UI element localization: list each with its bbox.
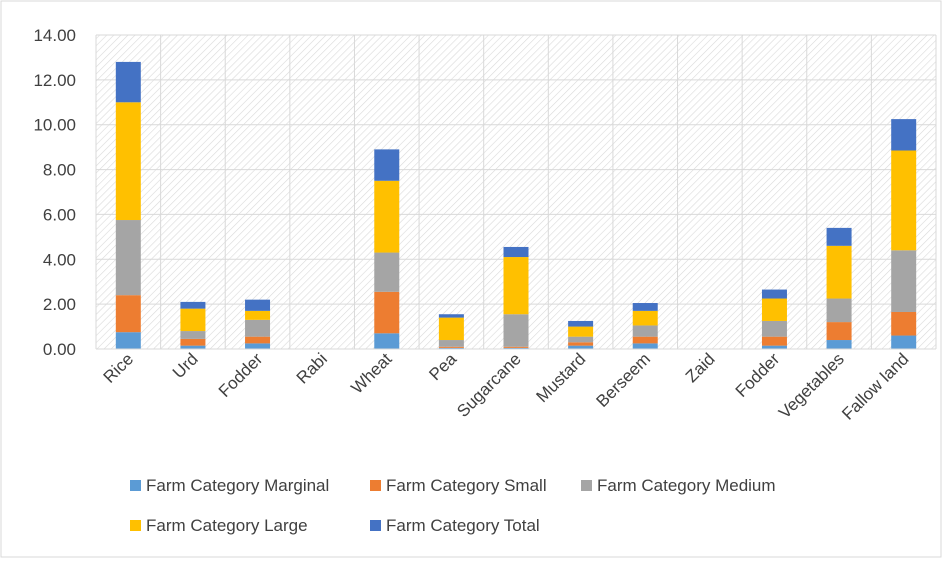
bar-segment-farm-category-total-fodder (761, 289, 787, 299)
legend-label: Farm Category Large (146, 516, 308, 535)
bar-segment-farm-category-total-vegetables (826, 227, 852, 246)
bar-segment-farm-category-marginal-vegetables (826, 340, 852, 349)
legend-label: Farm Category Total (386, 516, 540, 535)
bar-segment-farm-category-total-sugarcane (503, 246, 529, 258)
bar-segment-farm-category-medium-urd (180, 331, 206, 339)
bar-segment-farm-category-marginal-fodder (245, 343, 271, 349)
bar-segment-farm-category-large-berseem (632, 310, 658, 326)
legend: Farm Category Marginal Farm Category Smal… (130, 476, 776, 535)
bar-segment-farm-category-small-mustard (568, 342, 594, 346)
y-tick-label: 2.00 (43, 295, 76, 314)
bar-segment-farm-category-total-mustard (568, 320, 594, 327)
bar-segment-farm-category-large-sugarcane (503, 257, 529, 315)
bar-segment-farm-category-large-vegetables (826, 245, 852, 299)
gridlines (95, 34, 937, 350)
bar-segment-farm-category-small-pea (438, 346, 464, 348)
bar-segment-farm-category-large-wheat (374, 180, 400, 253)
legend-swatch (370, 480, 381, 491)
y-tick-label: 8.00 (43, 161, 76, 180)
y-tick-label: 4.00 (43, 250, 76, 269)
bar-segment-farm-category-total-berseem (632, 303, 658, 311)
bar-segment-farm-category-small-berseem (632, 336, 658, 344)
y-tick-label: 10.00 (33, 116, 76, 135)
bar-segment-farm-category-large-mustard (568, 326, 594, 337)
bar-segment-farm-category-total-urd (180, 301, 206, 309)
bar-segment-farm-category-marginal-berseem (632, 343, 658, 349)
y-tick-label: 6.00 (43, 205, 76, 224)
bar-segment-farm-category-medium-rice (115, 220, 141, 296)
bar-segment-farm-category-large-pea (438, 317, 464, 341)
bar-segment-farm-category-small-fallow-land (891, 311, 917, 336)
bar-segment-farm-category-medium-pea (438, 340, 464, 347)
bar-segment-farm-category-marginal-sugarcane (503, 347, 529, 349)
legend-label: Farm Category Small (386, 476, 547, 495)
bar-segment-farm-category-total-fodder (245, 299, 271, 311)
bar-segment-farm-category-medium-berseem (632, 325, 658, 337)
bars (96, 61, 936, 350)
bar-segment-farm-category-medium-mustard (568, 336, 594, 343)
bar-segment-farm-category-medium-wheat (374, 252, 400, 292)
bar-segment-farm-category-large-fodder (245, 310, 271, 320)
bar-segment-farm-category-medium-fodder (245, 319, 271, 337)
bar-segment-farm-category-total-fallow-land (891, 119, 917, 151)
bar-segment-farm-category-large-rice (115, 102, 141, 221)
legend-swatch (130, 480, 141, 491)
bar-segment-farm-category-small-wheat (374, 291, 400, 334)
bar-segment-farm-category-medium-fodder (761, 320, 787, 337)
bar-segment-farm-category-medium-vegetables (826, 298, 852, 323)
bar-segment-farm-category-medium-sugarcane (503, 314, 529, 347)
bar-segment-farm-category-small-fodder (761, 336, 787, 346)
bar-segment-farm-category-marginal-fodder (761, 345, 787, 349)
bar-segment-farm-category-marginal-mustard (568, 345, 594, 349)
legend-swatch (581, 480, 592, 491)
bar-segment-farm-category-marginal-rice (115, 332, 141, 349)
bar-segment-farm-category-marginal-fallow-land (891, 335, 917, 349)
bar-segment-farm-category-small-rice (115, 295, 141, 333)
bar-segment-farm-category-total-rice (115, 61, 141, 103)
bar-segment-farm-category-total-pea (438, 314, 464, 318)
y-tick-label: 14.00 (33, 26, 76, 45)
y-tick-label: 0.00 (43, 340, 76, 359)
bar-segment-farm-category-small-fodder (245, 336, 271, 344)
y-tick-label: 12.00 (33, 71, 76, 90)
legend-label: Farm Category Marginal (146, 476, 329, 495)
bar-segment-farm-category-marginal-pea (438, 347, 464, 349)
legend-swatch (370, 520, 381, 531)
y-axis: 0.00 2.00 4.00 6.00 8.00 10.00 12.00 14.00 (33, 26, 76, 359)
bar-segment-farm-category-total-wheat (374, 149, 400, 181)
bar-segment-farm-category-large-fallow-land (891, 150, 917, 251)
bar-segment-farm-category-medium-fallow-land (891, 250, 917, 312)
legend-label: Farm Category Medium (597, 476, 776, 495)
bar-segment-farm-category-large-fodder (761, 298, 787, 321)
bar-segment-farm-category-small-sugarcane (503, 346, 529, 348)
bar-segment-farm-category-large-urd (180, 308, 206, 332)
bar-segment-farm-category-small-urd (180, 338, 206, 346)
legend-swatch (130, 520, 141, 531)
bar-segment-farm-category-marginal-wheat (374, 333, 400, 349)
bar-segment-farm-category-small-vegetables (826, 322, 852, 341)
bar-segment-farm-category-marginal-urd (180, 345, 206, 349)
